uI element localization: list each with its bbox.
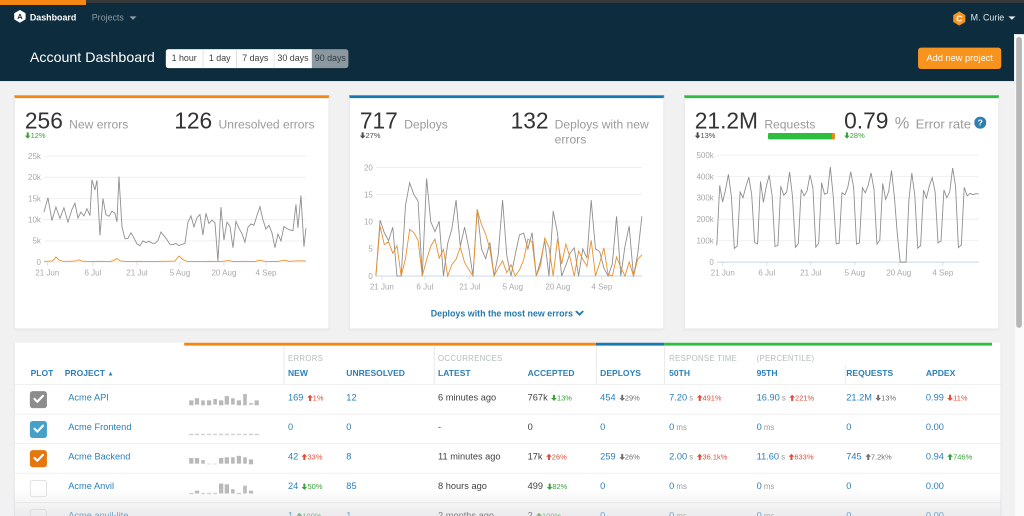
- svg-text:0: 0: [36, 258, 41, 267]
- svg-text:5 Aug: 5 Aug: [845, 269, 865, 278]
- svg-text:21 Jul: 21 Jul: [459, 283, 481, 292]
- svg-text:5k: 5k: [32, 237, 41, 246]
- svg-text:25k: 25k: [28, 152, 42, 161]
- svg-text:20 Aug: 20 Aug: [545, 283, 570, 292]
- svg-text:300k: 300k: [696, 194, 714, 203]
- svg-text:0: 0: [368, 272, 373, 281]
- svg-text:10k: 10k: [28, 216, 42, 225]
- svg-text:4 Sep: 4 Sep: [932, 269, 953, 278]
- svg-text:100k: 100k: [696, 237, 714, 246]
- svg-text:?: ?: [977, 118, 982, 128]
- svg-text:5 Aug: 5 Aug: [503, 283, 523, 292]
- svg-text:20 Aug: 20 Aug: [211, 269, 236, 278]
- svg-text:6 Jul: 6 Jul: [84, 269, 101, 278]
- svg-text:500k: 500k: [696, 151, 714, 160]
- svg-text:0: 0: [709, 258, 714, 267]
- svg-text:20: 20: [364, 163, 373, 172]
- svg-text:21 Jun: 21 Jun: [370, 283, 394, 292]
- svg-text:20 Aug: 20 Aug: [886, 269, 911, 278]
- svg-text:A: A: [17, 12, 23, 21]
- svg-text:15k: 15k: [28, 194, 42, 203]
- svg-text:C: C: [956, 14, 962, 24]
- svg-text:20k: 20k: [28, 173, 42, 182]
- svg-text:21 Jun: 21 Jun: [35, 269, 59, 278]
- svg-text:5: 5: [368, 245, 373, 254]
- svg-text:5 Aug: 5 Aug: [170, 269, 190, 278]
- svg-text:4 Sep: 4 Sep: [255, 269, 276, 278]
- svg-text:4 Sep: 4 Sep: [591, 283, 612, 292]
- svg-text:10: 10: [364, 218, 373, 227]
- svg-text:6 Jul: 6 Jul: [758, 269, 775, 278]
- svg-text:21 Jun: 21 Jun: [711, 269, 735, 278]
- svg-text:200k: 200k: [696, 215, 714, 224]
- svg-text:21 Jul: 21 Jul: [800, 269, 822, 278]
- svg-text:400k: 400k: [696, 172, 714, 181]
- svg-text:15: 15: [364, 190, 373, 199]
- svg-text:21 Jul: 21 Jul: [126, 269, 148, 278]
- svg-text:6 Jul: 6 Jul: [416, 283, 433, 292]
